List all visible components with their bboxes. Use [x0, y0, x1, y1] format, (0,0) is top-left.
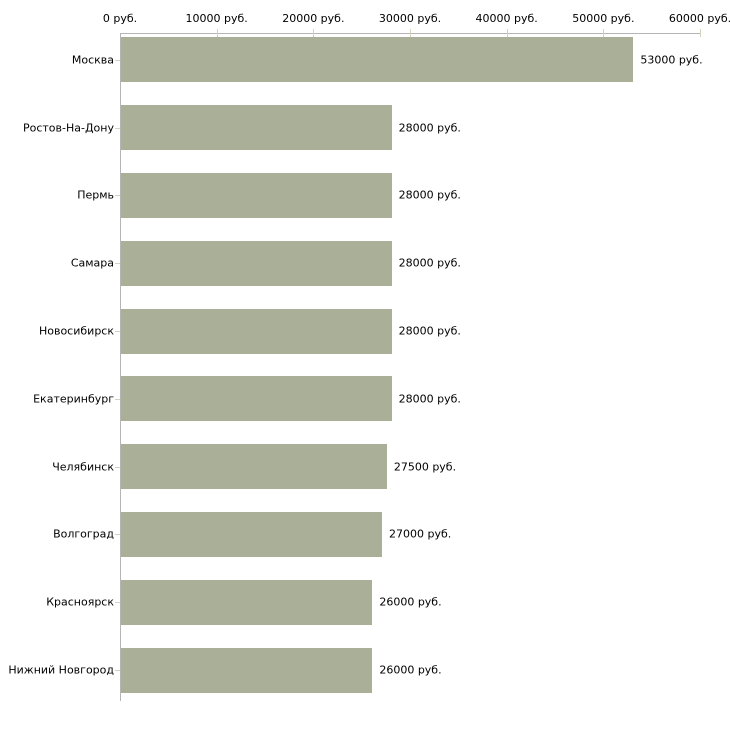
x-axis-tick-mark: [700, 29, 701, 37]
x-axis-tick-label: 0 руб.: [102, 12, 138, 25]
category-label: Волгоград: [53, 527, 114, 541]
category-label: Нижний Новгород: [8, 663, 114, 677]
value-label: 26000 руб.: [379, 595, 442, 609]
x-axis-tick-label: 50000 руб.: [572, 12, 635, 25]
x-axis-tick-mark: [603, 29, 605, 37]
category-label: Самара: [70, 256, 114, 270]
y-axis-tick-mark: [115, 534, 120, 536]
y-axis-tick-mark: [115, 602, 120, 604]
category-label: Екатеринбург: [33, 392, 114, 406]
bar: [121, 376, 392, 422]
y-axis-tick-mark: [115, 466, 120, 468]
x-axis-tick-label: 10000 руб.: [185, 12, 248, 25]
y-axis-tick-mark: [115, 670, 120, 671]
y-axis-tick-mark: [115, 263, 120, 265]
x-axis-tick-mark: [410, 29, 411, 37]
y-axis-line: [120, 33, 121, 701]
category-label: Ростов-На-Дону: [22, 121, 114, 135]
x-axis-tick-label: 60000 руб.: [668, 12, 730, 25]
category-label: Челябинск: [52, 460, 114, 474]
bar: [121, 579, 373, 625]
value-label: 27000 руб.: [389, 527, 452, 541]
y-axis-tick-mark: [115, 127, 120, 129]
bar: [121, 172, 392, 218]
value-label: 26000 руб.: [379, 663, 442, 677]
y-axis-tick-mark: [115, 331, 120, 332]
category-label: Новосибирск: [38, 324, 114, 338]
x-axis-tick-label: 30000 руб.: [378, 12, 442, 25]
y-axis-tick-mark: [115, 59, 120, 61]
value-label: 28000 руб.: [398, 256, 461, 270]
y-axis-tick-mark: [115, 398, 120, 400]
x-axis-tick-mark: [313, 29, 315, 37]
bar: [121, 37, 634, 83]
bar: [121, 511, 382, 557]
bar: [121, 308, 392, 354]
bar: [121, 105, 392, 151]
y-axis-tick-mark: [115, 195, 120, 197]
x-axis-tick-mark: [216, 29, 218, 37]
value-label: 28000 руб.: [398, 392, 461, 406]
value-label: 28000 руб.: [398, 324, 461, 338]
value-label: 28000 руб.: [398, 188, 461, 202]
value-label: 53000 руб.: [640, 53, 703, 67]
x-axis-tick-label: 40000 руб.: [475, 12, 538, 25]
x-axis-tick-label: 20000 руб.: [282, 12, 345, 25]
x-axis-tick-mark: [506, 29, 508, 37]
value-label: 28000 руб.: [398, 121, 461, 135]
bar: [121, 240, 392, 286]
value-label: 27500 руб.: [393, 460, 457, 474]
category-label: Москва: [71, 53, 114, 67]
bar: [121, 444, 387, 490]
category-label: Красноярск: [46, 595, 114, 609]
bar: [121, 647, 373, 693]
category-label: Пермь: [77, 188, 114, 202]
